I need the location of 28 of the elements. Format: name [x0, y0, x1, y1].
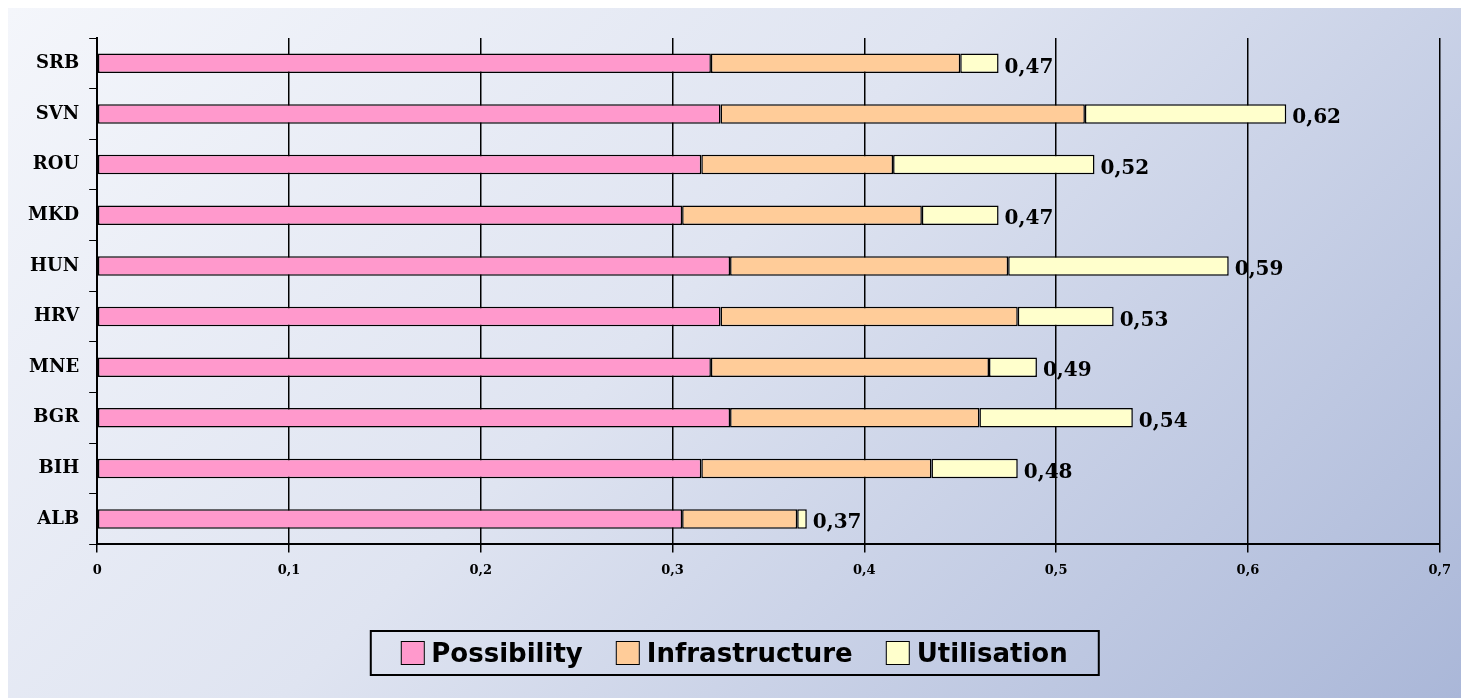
y-tick-label: HRV	[33, 304, 81, 326]
y-tick-label: HUN	[30, 253, 80, 275]
y-tick-label: MKD	[27, 202, 80, 224]
x-tick-label: 0,2	[469, 561, 493, 577]
total-label: 0,37	[812, 509, 862, 534]
y-tick-label: SRB	[36, 50, 80, 72]
x-tick-label: 0,3	[661, 561, 684, 577]
total-label: 0,52	[1100, 154, 1150, 179]
x-tick-label: 0,5	[1044, 561, 1068, 577]
y-tick-label: BIH	[38, 456, 80, 478]
x-tick-label: 0,7	[1428, 561, 1451, 577]
legend-label: Possibility	[431, 638, 583, 668]
legend-label: Utilisation	[916, 638, 1068, 668]
y-tick-label: BGR	[33, 405, 81, 427]
x-tick-label: 0	[92, 561, 102, 577]
y-tick-label: ALB	[36, 506, 80, 528]
legend-label: Infrastructure	[646, 638, 853, 668]
total-label: 0,47	[1004, 53, 1054, 78]
x-tick-label: 0,6	[1236, 561, 1260, 577]
y-tick-label: ROU	[32, 152, 80, 174]
total-label: 0,47	[1004, 205, 1054, 230]
total-label: 0,54	[1138, 408, 1188, 432]
y-tick-label: MNE	[29, 354, 80, 376]
total-label: 0,53	[1119, 306, 1169, 331]
x-tick-label: 0,1	[277, 561, 301, 577]
x-tick-label: 0,4	[853, 561, 876, 577]
y-tick-label: SVN	[35, 101, 80, 123]
total-label: 0,62	[1292, 104, 1341, 129]
